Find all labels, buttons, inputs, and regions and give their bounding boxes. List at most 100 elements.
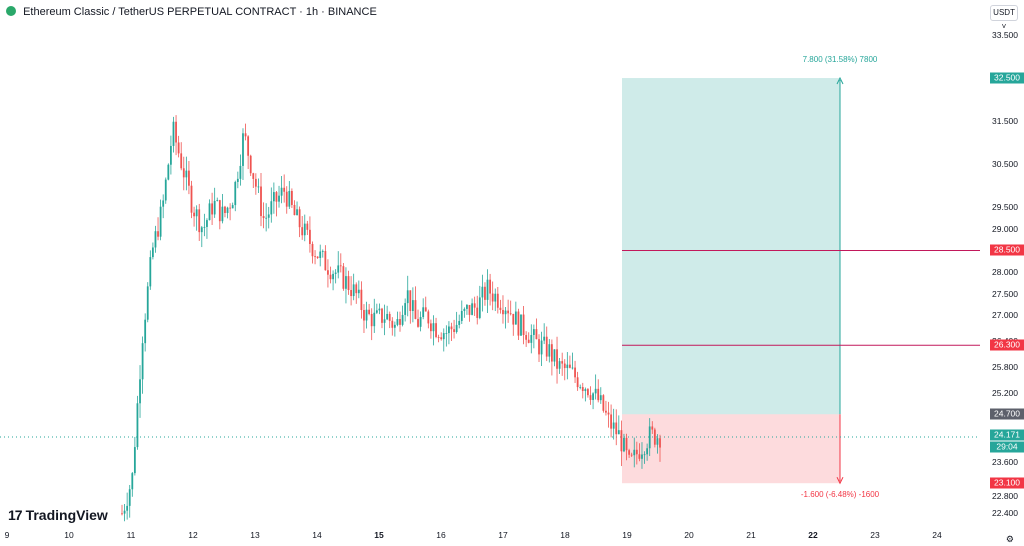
candle-body	[172, 121, 175, 146]
candle-body	[272, 192, 275, 202]
price-tick: 27.500	[992, 288, 1018, 299]
loss-arrow-head	[836, 476, 844, 485]
candle-body	[224, 206, 226, 214]
candle-body	[494, 293, 497, 302]
candle-body	[316, 256, 319, 258]
profit-annotation: 7.800 (31.58%) 7800	[802, 55, 878, 64]
candle-body	[139, 379, 141, 404]
time-tick: 16	[436, 530, 446, 540]
candle-body	[617, 430, 620, 435]
price-tick: 29.500	[992, 202, 1018, 213]
candle-body	[641, 454, 643, 459]
candle-body	[231, 205, 234, 209]
candle-body	[260, 186, 262, 217]
tradingview-logo[interactable]: 17 TradingView	[8, 507, 108, 523]
currency-dropdown[interactable]: USDT ˅	[990, 5, 1018, 31]
candle-body	[463, 308, 466, 311]
price-tick: 29.000	[992, 223, 1018, 234]
candle-body	[435, 323, 437, 337]
candle-body	[275, 192, 278, 202]
candle-body	[556, 349, 558, 369]
candle-body	[350, 290, 353, 297]
tradingview-logo-text: TradingView	[25, 507, 108, 523]
time-tick: 17	[498, 530, 508, 540]
candle-body	[167, 164, 170, 180]
time-tick: 14	[312, 530, 322, 540]
candle-body	[221, 206, 224, 222]
candle-body	[525, 335, 528, 340]
candle-body	[458, 320, 461, 325]
candle-body	[185, 170, 188, 178]
price-tick: 22.800	[992, 491, 1018, 502]
candle-body	[381, 308, 383, 323]
candle-body	[404, 303, 407, 315]
candle-body	[146, 286, 149, 320]
candle-body	[218, 200, 221, 222]
candle-body	[504, 310, 507, 315]
gear-icon[interactable]: ⚙	[1005, 534, 1014, 544]
candle-body	[448, 326, 450, 334]
candle-body	[327, 270, 329, 275]
candle-body	[278, 195, 280, 202]
candle-body	[502, 309, 504, 315]
candle-body	[123, 510, 126, 514]
candle-body	[635, 449, 638, 455]
candle-body	[623, 437, 625, 452]
candle-body	[584, 389, 587, 392]
candle-body	[396, 319, 399, 325]
candle-body	[643, 454, 646, 456]
candle-body	[597, 388, 600, 401]
candle-body	[182, 168, 185, 178]
candle-body	[391, 320, 394, 328]
candle-body	[280, 187, 283, 196]
candle-body	[360, 289, 363, 311]
candle-body	[522, 314, 525, 336]
candle-body	[309, 229, 311, 244]
candle-body	[455, 324, 458, 332]
candle-body	[527, 339, 530, 343]
price-label: 24.171	[990, 429, 1024, 441]
candle-body	[203, 226, 206, 228]
candle-body	[414, 300, 417, 319]
candle-body	[265, 217, 268, 219]
candle-body	[424, 307, 427, 312]
candle-body	[445, 333, 448, 334]
candle-body	[226, 207, 229, 214]
price-label: 24.700	[990, 408, 1024, 420]
profit-arrow-head	[836, 76, 844, 85]
price-axis[interactable]: 33.500 32.500 31.500 30.500 29.500 29.000 28.0…	[980, 24, 1024, 524]
price-tick: 33.500	[992, 29, 1018, 40]
time-axis[interactable]: 9 10 11 12 13 14 15 16 17 18 19 20 21 22 23 24	[0, 530, 980, 546]
candle-body	[602, 395, 605, 411]
candle-body	[270, 201, 273, 215]
price-tick: 23.600	[992, 456, 1018, 467]
time-tick: 24	[932, 530, 942, 540]
price-chart[interactable]	[0, 0, 980, 530]
candle-body	[206, 220, 208, 227]
candle-body	[427, 311, 430, 324]
candle-body	[496, 293, 499, 308]
candle-body	[216, 200, 219, 201]
candle-body	[177, 142, 180, 154]
candle-body	[432, 323, 435, 332]
candle-body	[383, 319, 386, 323]
candle-body	[592, 393, 594, 400]
candle-body	[293, 204, 296, 216]
candle-body	[355, 284, 358, 294]
candle-body	[239, 165, 242, 179]
candle-body	[638, 454, 641, 459]
candle-body	[378, 308, 381, 311]
candle-body	[247, 136, 250, 156]
loss-zone	[622, 414, 840, 484]
candle-body	[569, 364, 571, 368]
candle-body	[334, 272, 337, 274]
symbol-logo-icon	[6, 6, 16, 16]
candle-body	[157, 231, 159, 237]
candle-body	[429, 323, 432, 332]
candle-body	[211, 203, 213, 215]
candle-body	[612, 422, 615, 429]
price-label: 29:04	[990, 441, 1024, 453]
candle-body	[579, 387, 582, 388]
candle-body	[342, 266, 345, 289]
chart-title[interactable]: Ethereum Classic / TetherUS PERPETUAL CO…	[6, 6, 377, 18]
